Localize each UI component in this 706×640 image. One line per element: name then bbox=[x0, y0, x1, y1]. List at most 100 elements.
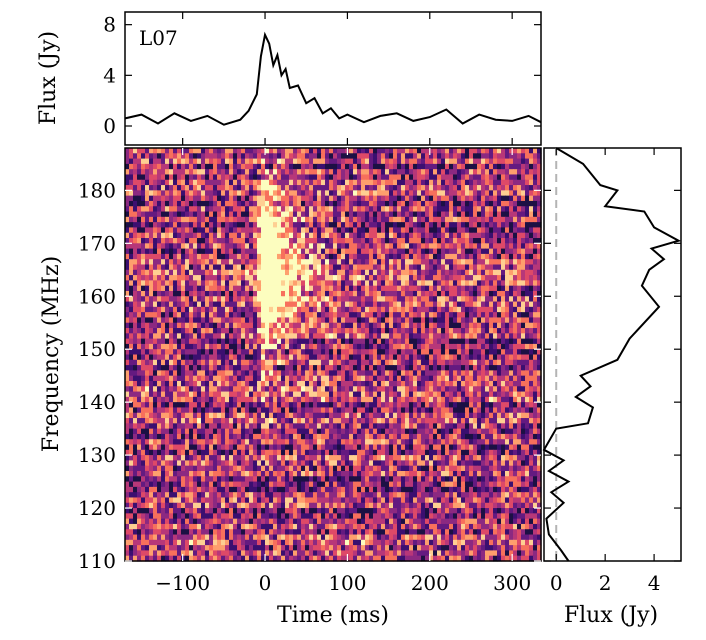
heatmap-cell bbox=[473, 275, 478, 281]
heatmap-cell bbox=[389, 370, 394, 377]
heatmap-cell bbox=[169, 206, 174, 213]
heatmap-cell bbox=[285, 148, 290, 154]
heatmap-cell bbox=[421, 333, 426, 340]
heatmap-cell bbox=[201, 190, 206, 197]
heatmap-cell bbox=[201, 264, 206, 271]
heatmap-cell bbox=[501, 243, 506, 250]
heatmap-cell bbox=[493, 370, 498, 377]
heatmap-cell bbox=[293, 264, 298, 271]
heatmap-cell bbox=[205, 163, 210, 170]
heatmap-cell bbox=[345, 153, 350, 160]
heatmap-cell bbox=[137, 354, 142, 361]
heatmap-cell bbox=[465, 243, 470, 250]
heatmap-cell bbox=[293, 317, 298, 324]
heatmap-cell bbox=[317, 269, 322, 276]
heatmap-cell bbox=[153, 185, 158, 191]
heatmap-cell bbox=[245, 232, 250, 239]
heatmap-cell bbox=[125, 185, 130, 191]
heatmap-cell bbox=[193, 216, 198, 223]
heatmap-cell bbox=[369, 365, 374, 371]
heatmap-cell bbox=[381, 190, 386, 197]
heatmap-cell bbox=[493, 391, 498, 398]
heatmap-cell bbox=[133, 343, 138, 350]
heatmap-cell bbox=[285, 248, 290, 255]
heatmap-cell bbox=[217, 365, 222, 371]
heatmap-cell bbox=[401, 158, 406, 165]
heatmap-cell bbox=[509, 290, 514, 297]
heatmap-cell bbox=[253, 195, 258, 202]
heatmap-cell bbox=[405, 243, 410, 250]
heatmap-cell bbox=[165, 190, 170, 197]
heatmap-cell bbox=[153, 391, 158, 398]
heatmap-cell bbox=[285, 370, 290, 377]
heatmap-cell bbox=[409, 200, 414, 207]
heatmap-cell bbox=[153, 280, 158, 287]
heatmap-cell bbox=[205, 238, 210, 244]
heatmap-cell bbox=[301, 349, 306, 356]
heatmap-cell bbox=[273, 185, 278, 191]
heatmap-cell bbox=[465, 275, 470, 281]
heatmap-cell bbox=[329, 359, 334, 366]
heatmap-cell bbox=[481, 264, 486, 271]
heatmap-cell bbox=[429, 264, 434, 271]
heatmap-cell bbox=[213, 391, 218, 398]
heatmap-cell bbox=[345, 317, 350, 324]
heatmap-cell bbox=[313, 174, 318, 181]
heatmap-cell bbox=[353, 312, 358, 319]
heatmap-cell bbox=[197, 264, 202, 271]
heatmap-cell bbox=[285, 359, 290, 366]
heatmap-cell bbox=[301, 386, 306, 393]
heatmap-cell bbox=[209, 285, 214, 292]
heatmap-cell bbox=[337, 301, 342, 308]
heatmap-cell bbox=[185, 216, 190, 223]
heatmap-cell bbox=[173, 253, 178, 260]
heatmap-cell bbox=[261, 200, 266, 207]
heatmap-cell bbox=[473, 301, 478, 308]
heatmap-cell bbox=[185, 396, 190, 403]
heatmap-cell bbox=[133, 232, 138, 239]
heatmap-cell bbox=[457, 359, 462, 366]
heatmap-cell bbox=[397, 380, 402, 387]
heatmap-cell bbox=[365, 253, 370, 260]
heatmap-cell bbox=[321, 365, 326, 371]
heatmap-cell bbox=[177, 148, 182, 154]
heatmap-cell bbox=[193, 259, 198, 266]
heatmap-cell bbox=[445, 343, 450, 350]
heatmap-cell bbox=[217, 328, 222, 334]
heatmap-cell bbox=[461, 365, 466, 371]
heatmap-cell bbox=[413, 333, 418, 340]
heatmap-cell bbox=[237, 163, 242, 170]
heatmap-cell bbox=[201, 248, 206, 255]
heatmap-cell bbox=[337, 312, 342, 319]
heatmap-cell bbox=[129, 280, 134, 287]
heatmap-cell bbox=[401, 259, 406, 266]
heatmap-cell bbox=[369, 222, 374, 229]
heatmap-cell bbox=[321, 195, 326, 202]
heatmap-cell bbox=[485, 380, 490, 387]
heatmap-cell bbox=[241, 206, 246, 213]
heatmap-cell bbox=[257, 317, 262, 324]
heatmap-cell bbox=[225, 312, 230, 319]
heatmap-cell bbox=[285, 386, 290, 393]
heatmap-cell bbox=[517, 296, 522, 303]
heatmap-cell bbox=[213, 216, 218, 223]
heatmap-cell bbox=[249, 301, 254, 308]
heatmap-cell bbox=[233, 328, 238, 334]
heatmap-cell bbox=[437, 232, 442, 239]
heatmap-cell bbox=[381, 365, 386, 371]
heatmap-cell bbox=[321, 227, 326, 234]
heatmap-cell bbox=[525, 243, 530, 250]
heatmap-cell bbox=[269, 243, 274, 250]
heatmap-cell bbox=[265, 301, 270, 308]
heatmap-cell bbox=[181, 200, 186, 207]
heatmap-cell bbox=[245, 222, 250, 229]
heatmap-cell bbox=[437, 380, 442, 387]
heatmap-cell bbox=[365, 301, 370, 308]
heatmap-cell bbox=[329, 163, 334, 170]
heatmap-cell bbox=[261, 232, 266, 239]
heatmap-cell bbox=[493, 264, 498, 271]
heatmap-cell bbox=[337, 370, 342, 377]
heatmap-cell bbox=[237, 296, 242, 303]
heatmap-cell bbox=[221, 259, 226, 266]
heatmap-cell bbox=[533, 216, 538, 223]
